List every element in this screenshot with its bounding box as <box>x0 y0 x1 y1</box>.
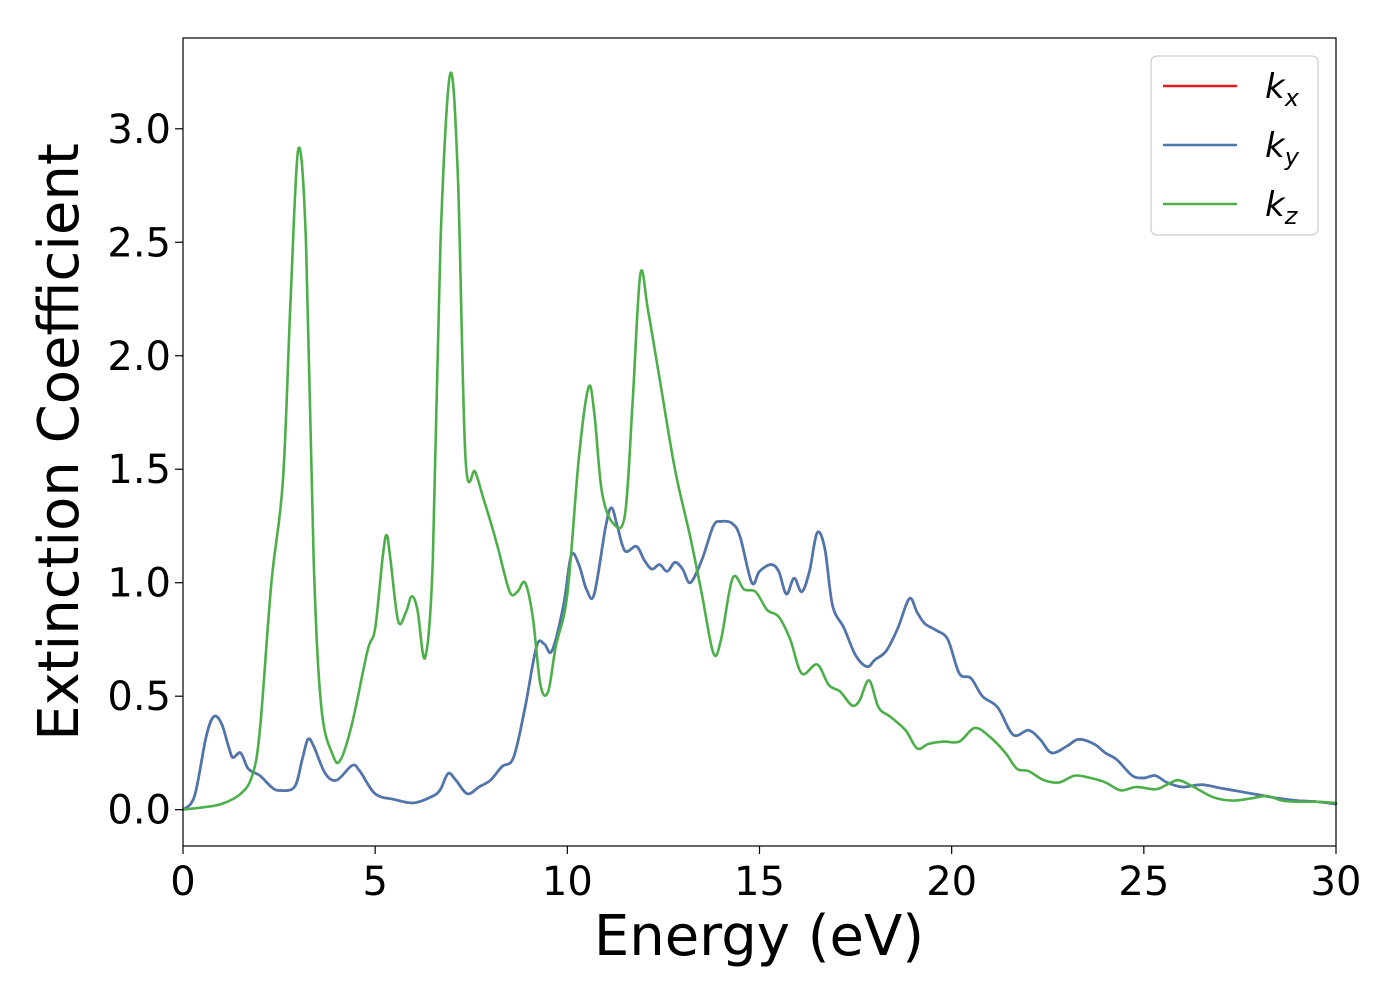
legend-label-kz: kz <box>1265 185 1299 230</box>
legend-label-kx: kx <box>1265 67 1300 112</box>
legend-label-subscript: y <box>1284 143 1300 171</box>
y-tick-label: 1.0 <box>107 561 171 607</box>
y-tick-label: 0.0 <box>107 788 171 834</box>
series-line-kz <box>181 71 1338 811</box>
y-tick-label: 2.5 <box>107 220 171 266</box>
y-tick-label: 3.0 <box>107 107 171 153</box>
y-tick-label: 2.0 <box>107 334 171 380</box>
series-layer <box>181 71 1338 811</box>
legend-label-ky: ky <box>1265 126 1300 171</box>
legend-label-main: k <box>1265 67 1286 107</box>
x-axis-title: Energy (eV) <box>594 904 924 969</box>
x-tick-label: 0 <box>170 859 195 905</box>
legend-label-subscript: z <box>1284 202 1299 230</box>
x-tick-label: 25 <box>1118 859 1169 905</box>
y-axis-ticks: 0.0 0.5 1.0 1.5 2.0 2.5 3.0 <box>107 107 183 834</box>
y-tick-label: 1.5 <box>107 447 171 493</box>
series-line-ky <box>181 506 1338 811</box>
x-tick-label: 30 <box>1311 859 1362 905</box>
legend-label-main: k <box>1265 126 1286 166</box>
legend-label-main: k <box>1265 185 1286 225</box>
x-tick-label: 20 <box>926 859 977 905</box>
y-tick-label: 0.5 <box>107 674 171 720</box>
x-axis-ticks: 0 5 10 15 20 25 30 <box>170 846 1361 905</box>
x-tick-label: 5 <box>362 859 387 905</box>
y-axis-title: Extinction Coefficient <box>27 143 92 741</box>
x-tick-label: 10 <box>542 859 593 905</box>
x-tick-label: 15 <box>734 859 785 905</box>
legend-label-subscript: x <box>1284 84 1300 112</box>
